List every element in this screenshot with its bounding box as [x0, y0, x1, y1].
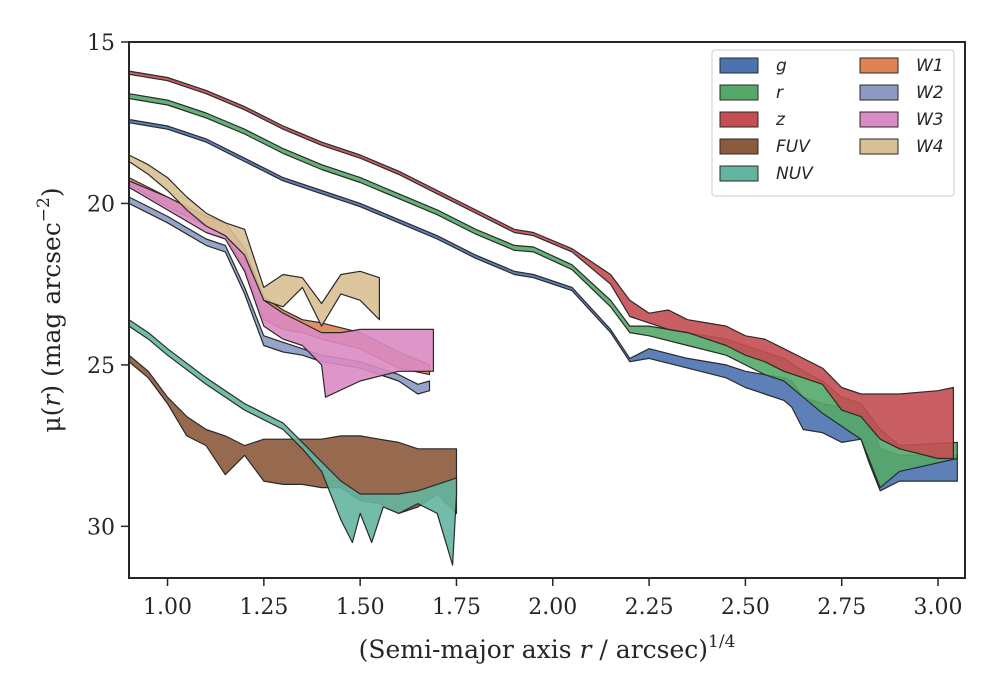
- legend-label-g: g: [776, 56, 787, 76]
- legend-swatch-fuv: [719, 138, 759, 155]
- legend-label-nuv: NUV: [776, 164, 814, 184]
- legend-label-w4: W4: [916, 137, 944, 157]
- y-tick-label: 20: [87, 192, 115, 217]
- legend-swatch-w4: [859, 138, 899, 155]
- y-axis-label: μ(r) (mag arcsec−2): [34, 187, 66, 432]
- x-tick-label: 3.00: [914, 595, 963, 620]
- series-band-nuv: [129, 319, 458, 566]
- x-axis: 1.00 1.25 1.50 1.75 2.00 2.25 2.50 2.75 3.00: [143, 578, 963, 620]
- legend-label-w2: W2: [916, 83, 944, 103]
- series-band-w2: [129, 196, 431, 395]
- series-bands: [129, 70, 958, 566]
- plot-frame: [128, 41, 966, 579]
- series-band-fuv: [129, 354, 458, 515]
- legend-label-w3: W3: [916, 110, 944, 130]
- x-tick-label: 1.50: [336, 595, 385, 620]
- x-tick-label: 1.25: [239, 595, 288, 620]
- x-tick-label: 2.50: [721, 595, 770, 620]
- x-tick-label: 2.75: [817, 595, 866, 620]
- legend-label-fuv: FUV: [776, 137, 811, 157]
- series-band-w4: [129, 154, 380, 327]
- legend-swatch-g: [719, 57, 759, 74]
- legend-swatch-w3: [859, 111, 899, 128]
- x-tick-label: 1.00: [143, 595, 192, 620]
- series-band-z: [129, 70, 955, 460]
- y-tick-label: 25: [87, 354, 115, 379]
- legend-swatch-z: [719, 111, 759, 128]
- y-tick-label: 30: [87, 515, 115, 540]
- x-tick-label: 2.00: [528, 595, 577, 620]
- legend-label-z: z: [775, 110, 786, 130]
- y-tick-label: 15: [87, 31, 115, 56]
- series-band-r: [129, 93, 958, 489]
- legend-label-w1: W1: [916, 56, 944, 76]
- x-tick-label: 2.25: [625, 595, 674, 620]
- legend-swatch-nuv: [719, 165, 759, 182]
- y-axis: 15 20 25 30: [87, 31, 129, 540]
- x-tick-label: 1.75: [432, 595, 481, 620]
- x-axis-label: (Semi-major axis r / arcsec)1/4: [359, 632, 736, 664]
- legend-swatch-r: [719, 84, 759, 101]
- legend-label-r: r: [776, 83, 784, 103]
- legend-swatch-w1: [859, 57, 899, 74]
- legend-swatch-w2: [859, 84, 899, 101]
- legend: grz FUV NUV W1 W2 W3 W4: [711, 49, 955, 197]
